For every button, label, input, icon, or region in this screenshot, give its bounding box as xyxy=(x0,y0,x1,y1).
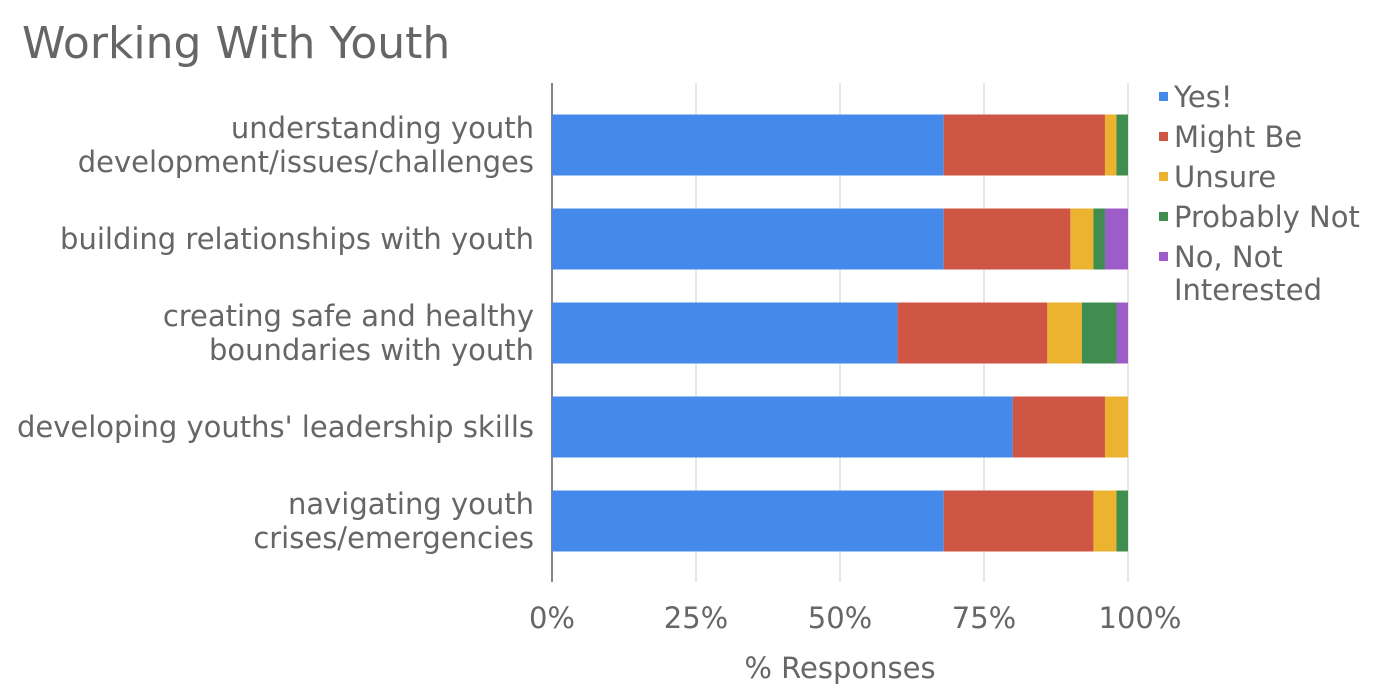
category-label: understanding youth development/issues/ch… xyxy=(78,111,534,179)
bar-segment xyxy=(1047,302,1082,364)
bar-segment xyxy=(552,114,944,176)
bar-segment xyxy=(1104,208,1128,270)
bar-segment xyxy=(1116,114,1128,176)
category-label: building relationships with youth xyxy=(60,222,534,256)
bar-segment xyxy=(943,490,1094,552)
category-labels: understanding youth development/issues/ch… xyxy=(17,111,534,555)
legend-item: Might Be xyxy=(1159,120,1302,154)
legend-label: Might Be xyxy=(1174,120,1302,154)
bar-segment xyxy=(1012,396,1105,458)
bar-segment xyxy=(1070,208,1094,270)
legend-label: Unsure xyxy=(1174,160,1276,194)
legend-swatch xyxy=(1159,212,1168,221)
legend-item: Yes! xyxy=(1159,80,1232,114)
x-tick-label: 0% xyxy=(529,601,575,635)
category-label: developing youths' leadership skills xyxy=(17,410,534,444)
bar-segment xyxy=(897,302,1048,364)
bar-segment xyxy=(552,396,1013,458)
legend-swatch xyxy=(1159,252,1168,261)
bar-segment xyxy=(943,114,1105,176)
x-tick-label: 100% xyxy=(1099,601,1182,635)
bar-segment xyxy=(552,490,944,552)
x-tick-labels: 0% 25% 50% 75% 100% xyxy=(529,601,1181,635)
bar-segment xyxy=(1116,302,1128,364)
x-tick-label: 50% xyxy=(808,601,872,635)
legend-label: No, Not Interested xyxy=(1174,240,1322,307)
legend-item: No, Not Interested xyxy=(1159,240,1322,307)
bar-segment xyxy=(1104,114,1117,176)
bar-segment xyxy=(943,208,1071,270)
x-axis-title: % Responses xyxy=(744,651,935,685)
legend-label: Probably Not xyxy=(1174,200,1360,234)
legend-item: Probably Not xyxy=(1159,200,1360,234)
legend-swatch xyxy=(1159,92,1168,101)
bar-segment xyxy=(1093,208,1105,270)
category-label: navigating youth crises/emergencies xyxy=(253,487,534,555)
legend-swatch xyxy=(1159,172,1168,181)
bar-segment xyxy=(552,302,898,364)
legend-label: Yes! xyxy=(1173,80,1232,114)
bar-segment xyxy=(552,208,944,270)
legend-item: Unsure xyxy=(1159,160,1276,194)
bar-segment xyxy=(1093,490,1117,552)
bar-segment xyxy=(1104,396,1128,458)
bar-segment xyxy=(1081,302,1117,364)
chart-title: Working With Youth xyxy=(22,18,450,69)
legend: Yes! Might Be Unsure Probably Not No, Not Int… xyxy=(1159,80,1360,307)
bar-segment xyxy=(1116,490,1128,552)
legend-swatch xyxy=(1159,132,1168,141)
x-tick-label: 75% xyxy=(952,601,1016,635)
category-label: creating safe and healthy boundaries with… xyxy=(163,299,534,367)
bar-stacks xyxy=(552,114,1128,552)
x-tick-label: 25% xyxy=(664,601,728,635)
